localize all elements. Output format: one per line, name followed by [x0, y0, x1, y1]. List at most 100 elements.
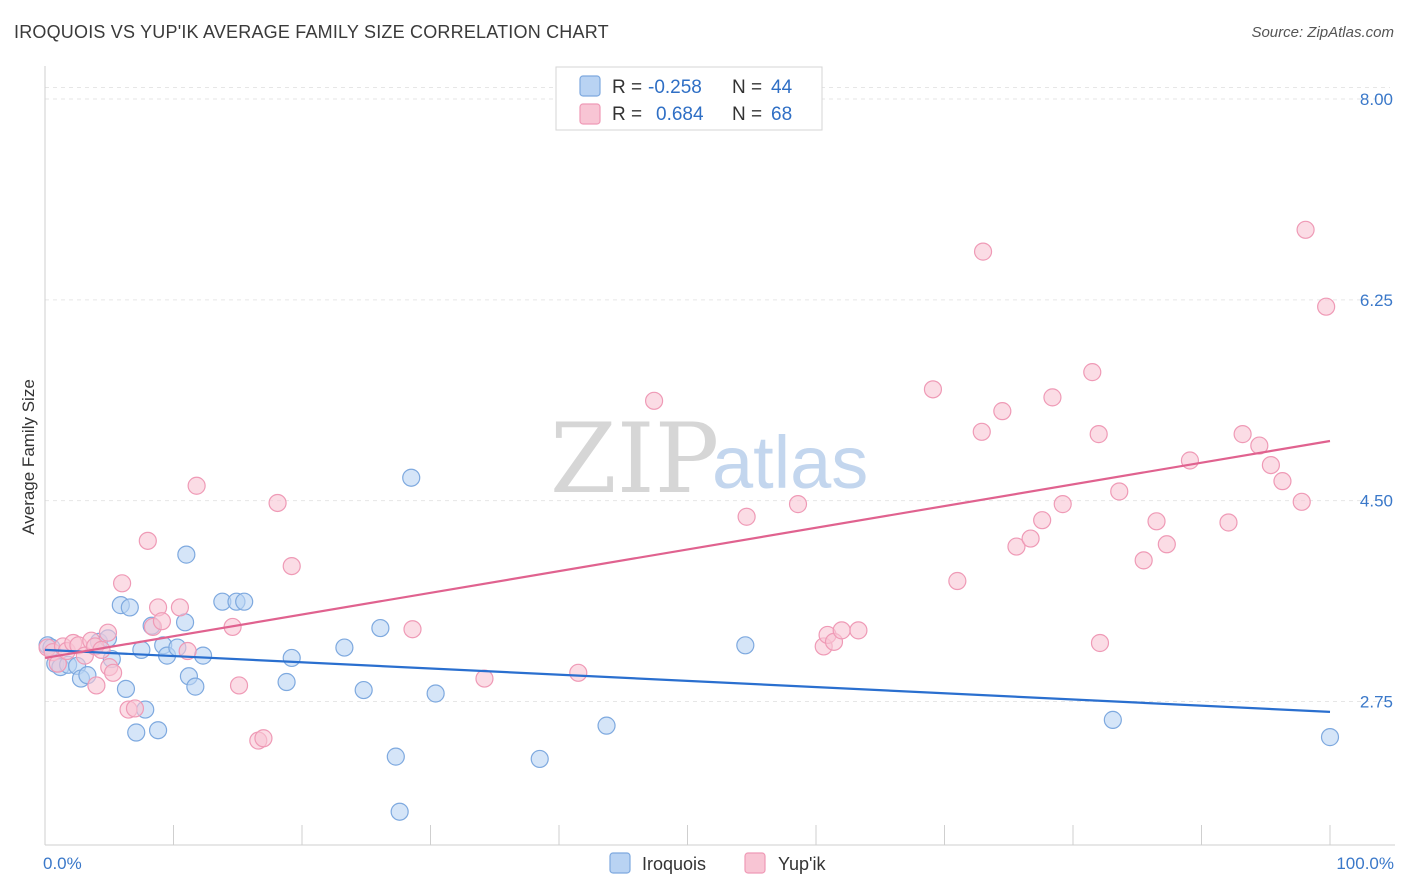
yupik-point	[788, 495, 808, 514]
series-legend-swatch-yupik	[744, 852, 766, 874]
yupik-point	[948, 571, 967, 591]
yupik-point	[1089, 425, 1108, 444]
iroquois-point	[148, 721, 168, 740]
yupik-point	[973, 242, 993, 261]
iroquois-point	[371, 618, 390, 638]
y-tick-label-2: 6.25	[1360, 291, 1393, 310]
yupik-point	[1110, 482, 1129, 501]
x-tick-labels: 0.0% 100.0%	[43, 854, 1394, 873]
yupik-point	[569, 663, 588, 682]
yupik-point	[1273, 472, 1292, 491]
yupik-point	[1053, 495, 1072, 514]
yupik-point	[1043, 388, 1062, 407]
iroquois-point	[186, 677, 205, 696]
iroquois-trend-line	[44, 648, 1331, 713]
series-legend-swatch-iroquois	[609, 852, 631, 874]
axes	[44, 66, 1395, 846]
series-legend-label-iroquois: Iroquois	[642, 854, 706, 874]
iroquois-point	[116, 679, 136, 699]
yupik-point	[832, 621, 851, 640]
yupik-point	[923, 380, 943, 399]
watermark-atlas: atlas	[712, 421, 868, 504]
legend-swatch-yupik	[579, 103, 601, 125]
yupik-point	[1219, 513, 1238, 532]
yupik-points	[38, 220, 1336, 750]
iroquois-point	[597, 716, 616, 735]
yupik-point	[104, 663, 123, 682]
yupik-point	[87, 676, 106, 695]
yupik-point	[112, 574, 132, 593]
iroquois-point	[335, 638, 354, 657]
yupik-point	[187, 476, 206, 495]
yupik-point	[178, 641, 197, 661]
iroquois-point	[530, 749, 549, 769]
yupik-point	[1292, 492, 1311, 511]
yupik-point	[1233, 425, 1252, 444]
trend-lines	[44, 439, 1331, 713]
legend-r-label-iroquois: R =	[612, 77, 642, 98]
y-tick-label-3: 8.00	[1360, 90, 1393, 109]
yupik-point	[849, 621, 868, 640]
legend-r-label-yupik: R =	[612, 104, 642, 125]
yupik-point	[1157, 535, 1176, 554]
iroquois-point	[390, 802, 409, 821]
watermark-zip: ZIP	[550, 403, 719, 515]
y-tick-label-1: 4.50	[1360, 492, 1393, 511]
y-axis-label: Average Family Size	[19, 379, 38, 535]
yupik-point	[1317, 297, 1336, 316]
iroquois-point	[177, 545, 196, 564]
y-tick-label-0: 2.75	[1360, 693, 1393, 712]
yupik-point	[737, 507, 756, 526]
yupik-point	[1134, 551, 1153, 570]
y-tick-labels: 2.75 4.50 6.25 8.00	[1360, 90, 1393, 712]
iroquois-point	[386, 747, 405, 766]
series-legend: Iroquois Yup'ik	[609, 852, 826, 874]
yupik-point	[1033, 511, 1052, 530]
iroquois-point	[354, 680, 373, 700]
iroquois-point	[402, 468, 421, 487]
yupik-point	[993, 402, 1012, 421]
legend-swatch-iroquois	[579, 75, 601, 97]
yupik-point	[268, 493, 287, 513]
yupik-point	[152, 612, 172, 631]
iroquois-point	[426, 684, 445, 703]
legend-n-label-iroquois: N =	[732, 77, 762, 98]
iroquois-point	[193, 646, 213, 665]
yupik-point	[170, 598, 190, 617]
legend-n-label-yupik: N =	[732, 104, 762, 125]
iroquois-point	[277, 672, 296, 692]
yupik-point	[1090, 633, 1110, 653]
iroquois-point	[736, 636, 755, 655]
yupik-point	[282, 556, 301, 576]
correlation-legend: R = -0.258 N = 44 R = 0.684 N = 68	[555, 66, 823, 131]
iroquois-point	[235, 592, 254, 611]
yupik-point	[1021, 529, 1040, 548]
yupik-point	[1007, 537, 1026, 556]
watermark: ZIP atlas	[550, 403, 868, 515]
yupik-point	[1296, 220, 1315, 239]
yupik-point	[125, 699, 145, 718]
iroquois-point	[282, 648, 301, 668]
legend-n-value-yupik: 68	[771, 104, 792, 125]
iroquois-point	[1103, 710, 1122, 729]
yupik-point	[1083, 363, 1102, 382]
yupik-point	[475, 669, 494, 688]
legend-r-value-iroquois: -0.258	[648, 77, 702, 98]
yupik-point	[972, 422, 991, 441]
legend-r-value-yupik: 0.684	[656, 104, 704, 125]
chart-title: IROQUOIS VS YUP'IK AVERAGE FAMILY SIZE C…	[14, 22, 609, 42]
iroquois-point	[127, 723, 146, 742]
yupik-trend-line	[44, 439, 1331, 659]
yupik-point	[1261, 455, 1280, 475]
iroquois-point	[120, 598, 139, 617]
yupik-point	[403, 620, 422, 639]
source-label: Source: ZipAtlas.com	[1251, 24, 1394, 41]
legend-n-value-iroquois: 44	[771, 77, 793, 98]
x-tick-label-max: 100.0%	[1336, 854, 1394, 873]
yupik-point	[98, 623, 118, 642]
iroquois-point	[1320, 728, 1340, 747]
iroquois-points	[38, 468, 1340, 821]
yupik-point	[138, 531, 157, 550]
yupik-point	[229, 676, 249, 695]
